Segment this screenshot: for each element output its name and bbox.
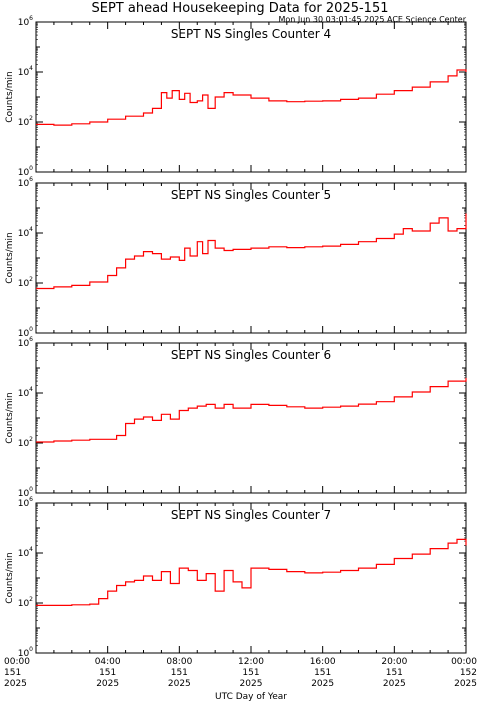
figure-title: SEPT ahead Housekeeping Data for 2025-15… bbox=[92, 1, 389, 16]
x-tick-year: 2025 bbox=[168, 679, 191, 689]
y-axis-label: Counts/min bbox=[5, 552, 15, 603]
data-series-line bbox=[36, 69, 467, 126]
data-series-line bbox=[36, 377, 467, 443]
y-tick-exponent: 0 bbox=[29, 486, 33, 493]
x-tick-day: 151 bbox=[386, 668, 403, 678]
y-tick-label: 100 bbox=[18, 165, 33, 178]
y-tick-exponent: 4 bbox=[29, 546, 33, 553]
y-tick-label: 104 bbox=[18, 226, 33, 239]
y-tick-exponent: 2 bbox=[29, 115, 33, 122]
x-tick-time: 20:00 bbox=[381, 657, 407, 667]
y-tick-exponent: 0 bbox=[29, 326, 33, 333]
chart-panel: 100 102 104 106 Counts/min SEPT NS Singles Co… bbox=[5, 336, 467, 499]
y-tick-exponent: 4 bbox=[29, 226, 33, 233]
y-tick-exponent: 0 bbox=[29, 646, 33, 653]
x-tick-year: 2025 bbox=[311, 679, 334, 689]
x-tick-year: 2025 bbox=[454, 679, 477, 689]
y-tick-exponent: 0 bbox=[29, 165, 33, 172]
y-tick-exponent: 4 bbox=[29, 386, 33, 393]
timestamp: Mon Jun 30 03:01:45 2025 ACE Science Cen… bbox=[278, 15, 466, 24]
y-tick-label: 100 bbox=[18, 326, 33, 339]
y-tick-label: 104 bbox=[18, 546, 33, 559]
y-tick-label: 106 bbox=[18, 336, 33, 349]
x-tick-year: 2025 bbox=[96, 679, 119, 689]
x-tick-time: 08:00 bbox=[166, 657, 192, 667]
y-tick-exponent: 2 bbox=[29, 436, 33, 443]
data-series-line bbox=[36, 213, 467, 290]
y-tick-label: 104 bbox=[18, 386, 33, 399]
x-tick-day: 152 bbox=[460, 668, 477, 678]
plot-frame bbox=[35, 182, 467, 334]
x-tick-day: 151 bbox=[171, 668, 188, 678]
x-tick-day: 151 bbox=[242, 668, 259, 678]
y-tick-label: 102 bbox=[18, 436, 33, 449]
x-tick-day: 151 bbox=[314, 668, 331, 678]
panel-title: SEPT NS Singles Counter 5 bbox=[171, 188, 331, 202]
y-tick-label: 100 bbox=[18, 486, 33, 499]
y-axis-label: Counts/min bbox=[5, 392, 15, 443]
panel-title: SEPT NS Singles Counter 6 bbox=[171, 348, 331, 362]
panel-title: SEPT NS Singles Counter 7 bbox=[171, 508, 331, 522]
y-tick-exponent: 6 bbox=[29, 496, 33, 503]
chart-panel: 100 102 104 106 Counts/min SEPT NS Singles Co… bbox=[5, 15, 467, 178]
x-tick-year: 2025 bbox=[383, 679, 406, 689]
y-tick-label: 106 bbox=[18, 15, 33, 28]
y-tick-label: 102 bbox=[18, 596, 33, 609]
x-axis-label: UTC Day of Year bbox=[215, 692, 287, 702]
y-tick-exponent: 6 bbox=[29, 15, 33, 22]
x-tick-year: 2025 bbox=[4, 679, 27, 689]
x-tick-year: 2025 bbox=[240, 679, 263, 689]
x-tick-time: 12:00 bbox=[238, 657, 264, 667]
y-tick-label: 102 bbox=[18, 115, 33, 128]
data-series-line bbox=[36, 538, 467, 606]
y-axis-label: Counts/min bbox=[5, 71, 15, 122]
x-tick-time: 00:00 bbox=[4, 657, 30, 667]
chart-panel: 100 102 104 106 Counts/min SEPT NS Singles Co… bbox=[5, 496, 467, 659]
x-tick-time: 04:00 bbox=[95, 657, 121, 667]
y-tick-label: 104 bbox=[18, 65, 33, 78]
x-tick-day: 151 bbox=[4, 668, 21, 678]
y-tick-label: 100 bbox=[18, 646, 33, 659]
panels: 100 102 104 106 Counts/min SEPT NS Singles Co… bbox=[5, 15, 467, 659]
panel-title: SEPT NS Singles Counter 4 bbox=[171, 27, 331, 41]
chart-panel: 100 102 104 106 Counts/min SEPT NS Singles Co… bbox=[5, 176, 467, 339]
y-tick-exponent: 6 bbox=[29, 176, 33, 183]
plot-frame bbox=[35, 342, 467, 494]
x-tick-time: 16:00 bbox=[310, 657, 336, 667]
y-tick-exponent: 4 bbox=[29, 65, 33, 72]
x-tick-time: 00:00 bbox=[451, 657, 477, 667]
y-tick-exponent: 6 bbox=[29, 336, 33, 343]
y-tick-label: 102 bbox=[18, 276, 33, 289]
y-tick-label: 106 bbox=[18, 176, 33, 189]
y-tick-exponent: 2 bbox=[29, 596, 33, 603]
x-tick-labels: 00:00151202504:00151202508:00151202512:0… bbox=[4, 657, 477, 689]
y-axis-label: Counts/min bbox=[5, 232, 15, 283]
y-tick-label: 106 bbox=[18, 496, 33, 509]
y-tick-exponent: 2 bbox=[29, 276, 33, 283]
x-tick-day: 151 bbox=[99, 668, 116, 678]
